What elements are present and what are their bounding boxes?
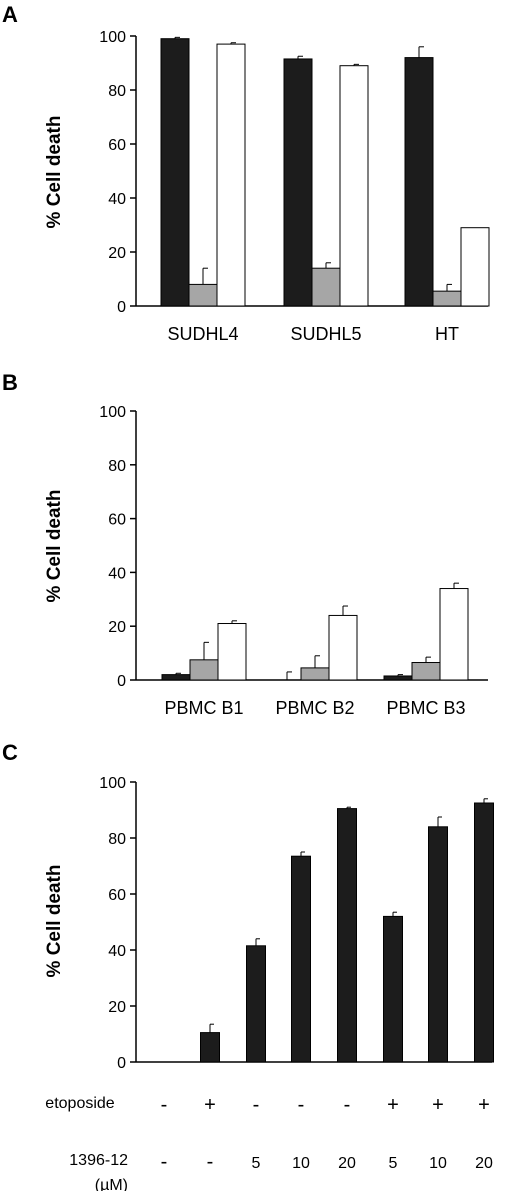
panel-c-bar: [246, 945, 266, 1063]
panel-b-bar: [411, 662, 441, 681]
panel-b-bar: [383, 675, 413, 681]
dose-value: -: [207, 1151, 214, 1173]
etoposide-sign: -: [344, 1094, 351, 1116]
panel-a-category-label: SUDHL4: [167, 324, 238, 344]
etoposide-row-label: etoposide: [45, 1095, 114, 1112]
panel-b-y-tick-label: 20: [108, 619, 126, 636]
panel-c: C % Cell death 0 20 40 60 80 100 etoposide 13…: [2, 740, 494, 1191]
panel-c-bar: [383, 915, 403, 1063]
dose-value: 20: [338, 1155, 356, 1172]
panel-letter-a: A: [2, 2, 18, 27]
panel-a-bar: [339, 65, 369, 307]
panel-a-bar: [188, 283, 218, 307]
panel-c-bar: [474, 802, 494, 1063]
panel-b-bar: [161, 674, 191, 681]
panel-b-y-axis-label: % Cell death: [44, 490, 65, 603]
etoposide-sign: -: [161, 1094, 168, 1116]
panel-a: A % Cell death 0 20 40 60 80 100 SUDHL4 SUDHL5 H…: [2, 2, 490, 344]
panel-b-category-label: PBMC B3: [386, 698, 465, 718]
panel-b-plot: 0 20 40 60 80 100 PBMC B1 PBMC B2 PBMC B3: [99, 404, 488, 718]
panel-b-bar: [300, 667, 330, 681]
dose-value: 5: [389, 1155, 398, 1172]
dose-row-label: 1396-12: [69, 1152, 128, 1169]
panel-a-y-tick-label: 20: [108, 245, 126, 262]
panel-a-bar: [311, 267, 341, 307]
panel-b-y-tick-label: 80: [108, 458, 126, 475]
etoposide-sign: -: [253, 1094, 260, 1116]
panel-a-bar: [460, 227, 490, 307]
panel-b-bar: [189, 659, 219, 681]
etoposide-sign: -: [298, 1094, 305, 1116]
panel-b-bar: [217, 623, 247, 681]
panel-a-y-tick-label: 100: [99, 29, 126, 46]
panel-a-category-label: HT: [435, 324, 459, 344]
dose-value: 10: [429, 1155, 447, 1172]
etoposide-sign: +: [478, 1094, 490, 1116]
etoposide-sign: +: [387, 1094, 399, 1116]
dose-value: 20: [475, 1155, 493, 1172]
dose-value: -: [161, 1151, 168, 1173]
panel-a-y-tick-label: 0: [117, 299, 126, 316]
panel-b-bar: [439, 588, 469, 681]
panel-a-y-tick-label: 40: [108, 191, 126, 208]
dose-value: 10: [292, 1155, 310, 1172]
panel-b-y-tick-label: 0: [117, 673, 126, 690]
panel-c-bar: [200, 1032, 220, 1063]
panel-letter-c: C: [2, 740, 18, 765]
etoposide-sign: +: [432, 1094, 444, 1116]
panel-a-plot: 0 20 40 60 80 100 SUDHL4 SUDHL5 HT: [99, 29, 490, 344]
panel-a-y-tick-label: 80: [108, 83, 126, 100]
panel-a-y-axis-label: % Cell death: [44, 116, 65, 229]
panel-c-y-tick-label: 60: [108, 887, 126, 904]
panel-a-bar: [283, 58, 313, 307]
panel-c-plot: 0 20 40 60 80 100: [99, 775, 494, 1072]
panel-c-y-tick-label: 80: [108, 831, 126, 848]
panel-c-y-axis-label: % Cell death: [44, 865, 65, 978]
panel-c-y-tick-label: 100: [99, 775, 126, 792]
panel-a-bar: [160, 38, 190, 307]
panel-b-category-label: PBMC B2: [275, 698, 354, 718]
dose-value: 5: [252, 1155, 261, 1172]
panel-c-conditions: - + - - - + + + - - 5 10 20 5 10 20: [161, 1094, 493, 1173]
panel-c-bar: [428, 826, 448, 1063]
panel-a-bar: [404, 57, 434, 307]
panel-b-y-tick-label: 100: [99, 404, 126, 421]
panel-b: B % Cell death 0 20 40 60 80 100 PBMC B1 PBMC B…: [2, 370, 488, 718]
panel-c-bar: [291, 855, 311, 1063]
panel-a-bar: [432, 290, 462, 307]
panel-letter-b: B: [2, 370, 18, 395]
dose-unit-label: (µM): [95, 1177, 128, 1191]
panel-c-y-tick-label: 40: [108, 943, 126, 960]
panel-b-y-tick-label: 60: [108, 512, 126, 529]
panel-b-bar: [328, 614, 358, 681]
panel-a-bar: [216, 43, 246, 307]
etoposide-sign: +: [204, 1094, 216, 1116]
panel-c-y-tick-label: 20: [108, 999, 126, 1016]
panel-c-bar: [337, 808, 357, 1063]
panel-a-category-label: SUDHL5: [290, 324, 361, 344]
panel-a-y-tick-label: 60: [108, 137, 126, 154]
panel-b-category-label: PBMC B1: [164, 698, 243, 718]
panel-b-y-tick-label: 40: [108, 565, 126, 582]
panel-c-y-tick-label: 0: [117, 1055, 126, 1072]
